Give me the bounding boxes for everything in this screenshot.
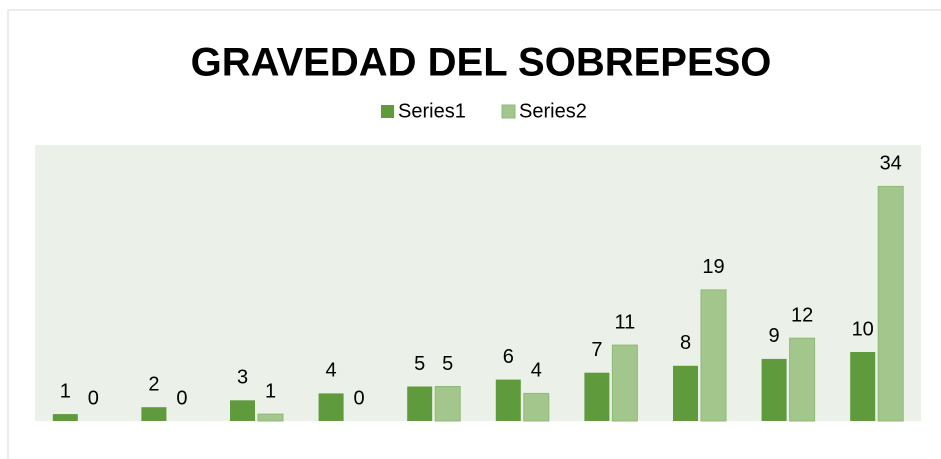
data-label: 8 — [680, 332, 691, 354]
data-label: 10 — [852, 318, 874, 340]
bar — [407, 386, 433, 421]
legend-label: Series1 — [398, 100, 466, 122]
bar — [495, 379, 521, 421]
data-label: 6 — [503, 346, 514, 368]
bar — [434, 386, 461, 422]
bar — [52, 414, 78, 421]
bar — [877, 185, 904, 422]
data-label: 4 — [326, 360, 337, 382]
data-label: 9 — [769, 325, 780, 347]
bar — [761, 358, 787, 421]
legend-swatch — [381, 105, 394, 118]
data-label: 2 — [148, 373, 159, 395]
data-label: 4 — [531, 360, 542, 382]
data-label: 19 — [702, 256, 724, 278]
bar — [257, 413, 284, 422]
data-label: 34 — [880, 153, 902, 175]
data-label: 7 — [591, 339, 602, 361]
bar — [318, 393, 344, 421]
bar — [700, 289, 727, 422]
legend-label: Series2 — [519, 100, 587, 122]
bar — [850, 352, 876, 421]
bar — [230, 400, 255, 421]
bar — [673, 365, 698, 421]
bar — [611, 344, 638, 422]
bar — [523, 392, 550, 422]
legend-swatch — [501, 104, 516, 119]
chart-title: GRAVEDAD DEL SOBREPESO — [191, 41, 772, 85]
data-label: 5 — [414, 353, 425, 375]
data-label: 0 — [176, 387, 187, 409]
data-label: 5 — [442, 353, 453, 375]
data-label: 0 — [88, 387, 99, 409]
data-label: 1 — [60, 380, 71, 402]
data-label: 0 — [354, 387, 365, 409]
bar — [141, 407, 167, 421]
data-label: 3 — [237, 367, 248, 389]
data-label: 1 — [265, 380, 276, 402]
bar — [584, 372, 610, 421]
data-label: 12 — [791, 304, 813, 326]
data-label: 11 — [615, 311, 636, 333]
bar — [789, 337, 816, 422]
plot-area — [35, 145, 921, 421]
